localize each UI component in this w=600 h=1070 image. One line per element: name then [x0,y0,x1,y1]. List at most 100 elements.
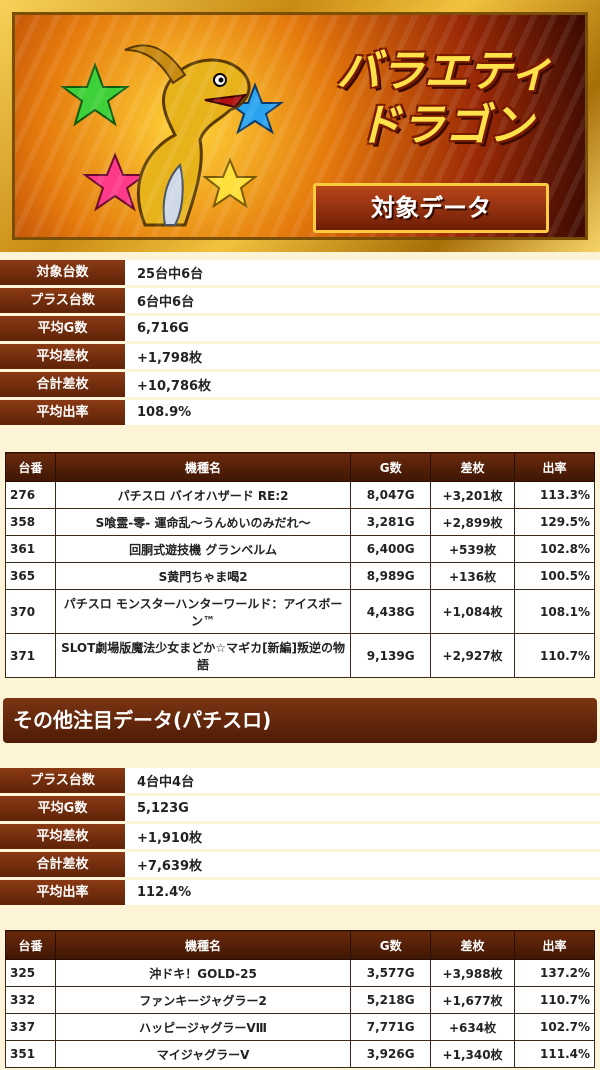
table-row: 370 パチスロ モンスターハンターワールド：アイスボーン™ 4,438G +1… [5,589,595,634]
stat-row: 平均差枚 +1,910枚 [0,824,600,849]
stat-value: 6台中6台 [137,295,195,310]
stat-value: +7,639枚 [137,859,203,874]
stat-row: プラス台数 4台中4台 [0,768,600,793]
stat-value: 108.9% [137,405,192,420]
stat-label: 平均G数 [0,796,125,821]
cell-diff: +136枚 [430,562,516,590]
table-header-row: 台番 機種名 G数 差枚 出率 [5,930,595,960]
summary-1: 対象台数 25台中6台 プラス台数 6台中6台 平均G数 6,716G 平均差枚… [0,260,600,428]
cell-number: 332 [5,986,56,1014]
table-row: 351 マイジャグラーV 3,926G +1,340枚 111.4% [5,1040,595,1068]
cell-model: S黄門ちゃま喝2 [54,562,352,590]
cell-diff: +3,201枚 [430,481,516,509]
cell-games: 4,438G [350,589,432,634]
stat-value: 5,123G [137,801,189,816]
cell-model: ハッピージャグラーVⅢ [54,1013,352,1041]
banner-subtitle: 対象データ [313,183,549,233]
table-row: 371 SLOT劇場版魔法少女まどか☆マギカ[新編]叛逆の物語 9,139G +… [5,633,595,678]
cell-model: ファンキージャグラー2 [54,986,352,1014]
stat-row: 平均出率 112.4% [0,880,600,905]
table-row: 337 ハッピージャグラーVⅢ 7,771G +634枚 102.7% [5,1013,595,1041]
cell-number: 365 [5,562,56,590]
cell-rate: 110.7% [514,633,595,678]
table-row: 332 ファンキージャグラー2 5,218G +1,677枚 110.7% [5,986,595,1014]
cell-rate: 102.7% [514,1013,595,1041]
cell-number: 325 [5,959,56,987]
cell-diff: +1,677枚 [430,986,516,1014]
stat-label: 平均差枚 [0,344,125,369]
stat-row: 合計差枚 +10,786枚 [0,372,600,397]
stat-row: 合計差枚 +7,639枚 [0,852,600,877]
table-row: 325 沖ドキ！GOLD-25 3,577G +3,988枚 137.2% [5,959,595,987]
banner-frame: バラエティ ドラゴン 対象データ [12,12,588,240]
cell-games: 9,139G [350,633,432,678]
cell-rate: 100.5% [514,562,595,590]
cell-model: S喰霊-零- 運命乱～うんめいのみだれ～ [54,508,352,536]
cell-model: 沖ドキ！GOLD-25 [54,959,352,987]
stat-row: 平均差枚 +1,798枚 [0,344,600,369]
cell-games: 5,218G [350,986,432,1014]
cell-games: 6,400G [350,535,432,563]
cell-model: 回胴式遊技機 グランベルム [54,535,352,563]
cell-model: パチスロ バイオハザード RE:2 [54,481,352,509]
cell-diff: +2,927枚 [430,633,516,678]
cell-rate: 110.7% [514,986,595,1014]
stat-row: 対象台数 25台中6台 [0,260,600,285]
section-heading: その他注目データ(パチスロ) [3,698,597,743]
stat-value: 25台中6台 [137,267,204,282]
table-row: 365 S黄門ちゃま喝2 8,989G +136枚 100.5% [5,562,595,590]
cell-games: 3,281G [350,508,432,536]
cell-rate: 129.5% [514,508,595,536]
cell-number: 361 [5,535,56,563]
cell-games: 3,577G [350,959,432,987]
cell-rate: 102.8% [514,535,595,563]
stat-value: 4台中4台 [137,775,195,790]
table-row: 276 パチスロ バイオハザード RE:2 8,047G +3,201枚 113… [5,481,595,509]
data-table-1: 台番 機種名 G数 差枚 出率 276 パチスロ バイオハザード RE:2 8,… [5,452,595,678]
stat-label: 平均G数 [0,316,125,341]
cell-number: 370 [5,589,56,634]
summary-2: プラス台数 4台中4台 平均G数 5,123G 平均差枚 +1,910枚 合計差… [0,768,600,908]
cell-games: 7,771G [350,1013,432,1041]
banner-title-line1: バラエティ [336,46,554,97]
stat-row: 平均G数 6,716G [0,316,600,341]
stat-label: プラス台数 [0,768,125,793]
cell-number: 351 [5,1040,56,1068]
stat-row: プラス台数 6台中6台 [0,288,600,313]
stat-value: 112.4% [137,885,192,900]
table-row: 361 回胴式遊技機 グランベルム 6,400G +539枚 102.8% [5,535,595,563]
data-table-2: 台番 機種名 G数 差枚 出率 325 沖ドキ！GOLD-25 3,577G +… [5,930,595,1068]
cell-rate: 113.3% [514,481,595,509]
stat-value: 6,716G [137,321,189,336]
col-header-rate: 出率 [514,452,595,482]
col-header-model: 機種名 [54,930,352,960]
stat-label: 平均差枚 [0,824,125,849]
stat-label: 合計差枚 [0,372,125,397]
cell-diff: +1,340枚 [430,1040,516,1068]
cell-model: マイジャグラーV [54,1040,352,1068]
cell-diff: +1,084枚 [430,589,516,634]
cell-number: 337 [5,1013,56,1041]
stat-row: 平均G数 5,123G [0,796,600,821]
col-header-number: 台番 [5,452,56,482]
banner: バラエティ ドラゴン 対象データ [0,0,600,252]
cell-rate: 111.4% [514,1040,595,1068]
col-header-games: G数 [350,930,432,960]
cell-diff: +539枚 [430,535,516,563]
stat-label: 平均出率 [0,400,125,425]
col-header-diff: 差枚 [430,930,516,960]
cell-games: 8,047G [350,481,432,509]
cell-number: 358 [5,508,56,536]
cell-diff: +2,899枚 [430,508,516,536]
banner-title-line2: ドラゴン [357,100,533,151]
cell-number: 371 [5,633,56,678]
table-header-row: 台番 機種名 G数 差枚 出率 [5,452,595,482]
banner-title: バラエティ ドラゴン [325,45,565,153]
dragon-mascot-icon [59,44,285,227]
stat-row: 平均出率 108.9% [0,400,600,425]
cell-rate: 137.2% [514,959,595,987]
cell-diff: +634枚 [430,1013,516,1041]
cell-games: 3,926G [350,1040,432,1068]
col-header-model: 機種名 [54,452,352,482]
cell-model: パチスロ モンスターハンターワールド：アイスボーン™ [54,589,352,634]
